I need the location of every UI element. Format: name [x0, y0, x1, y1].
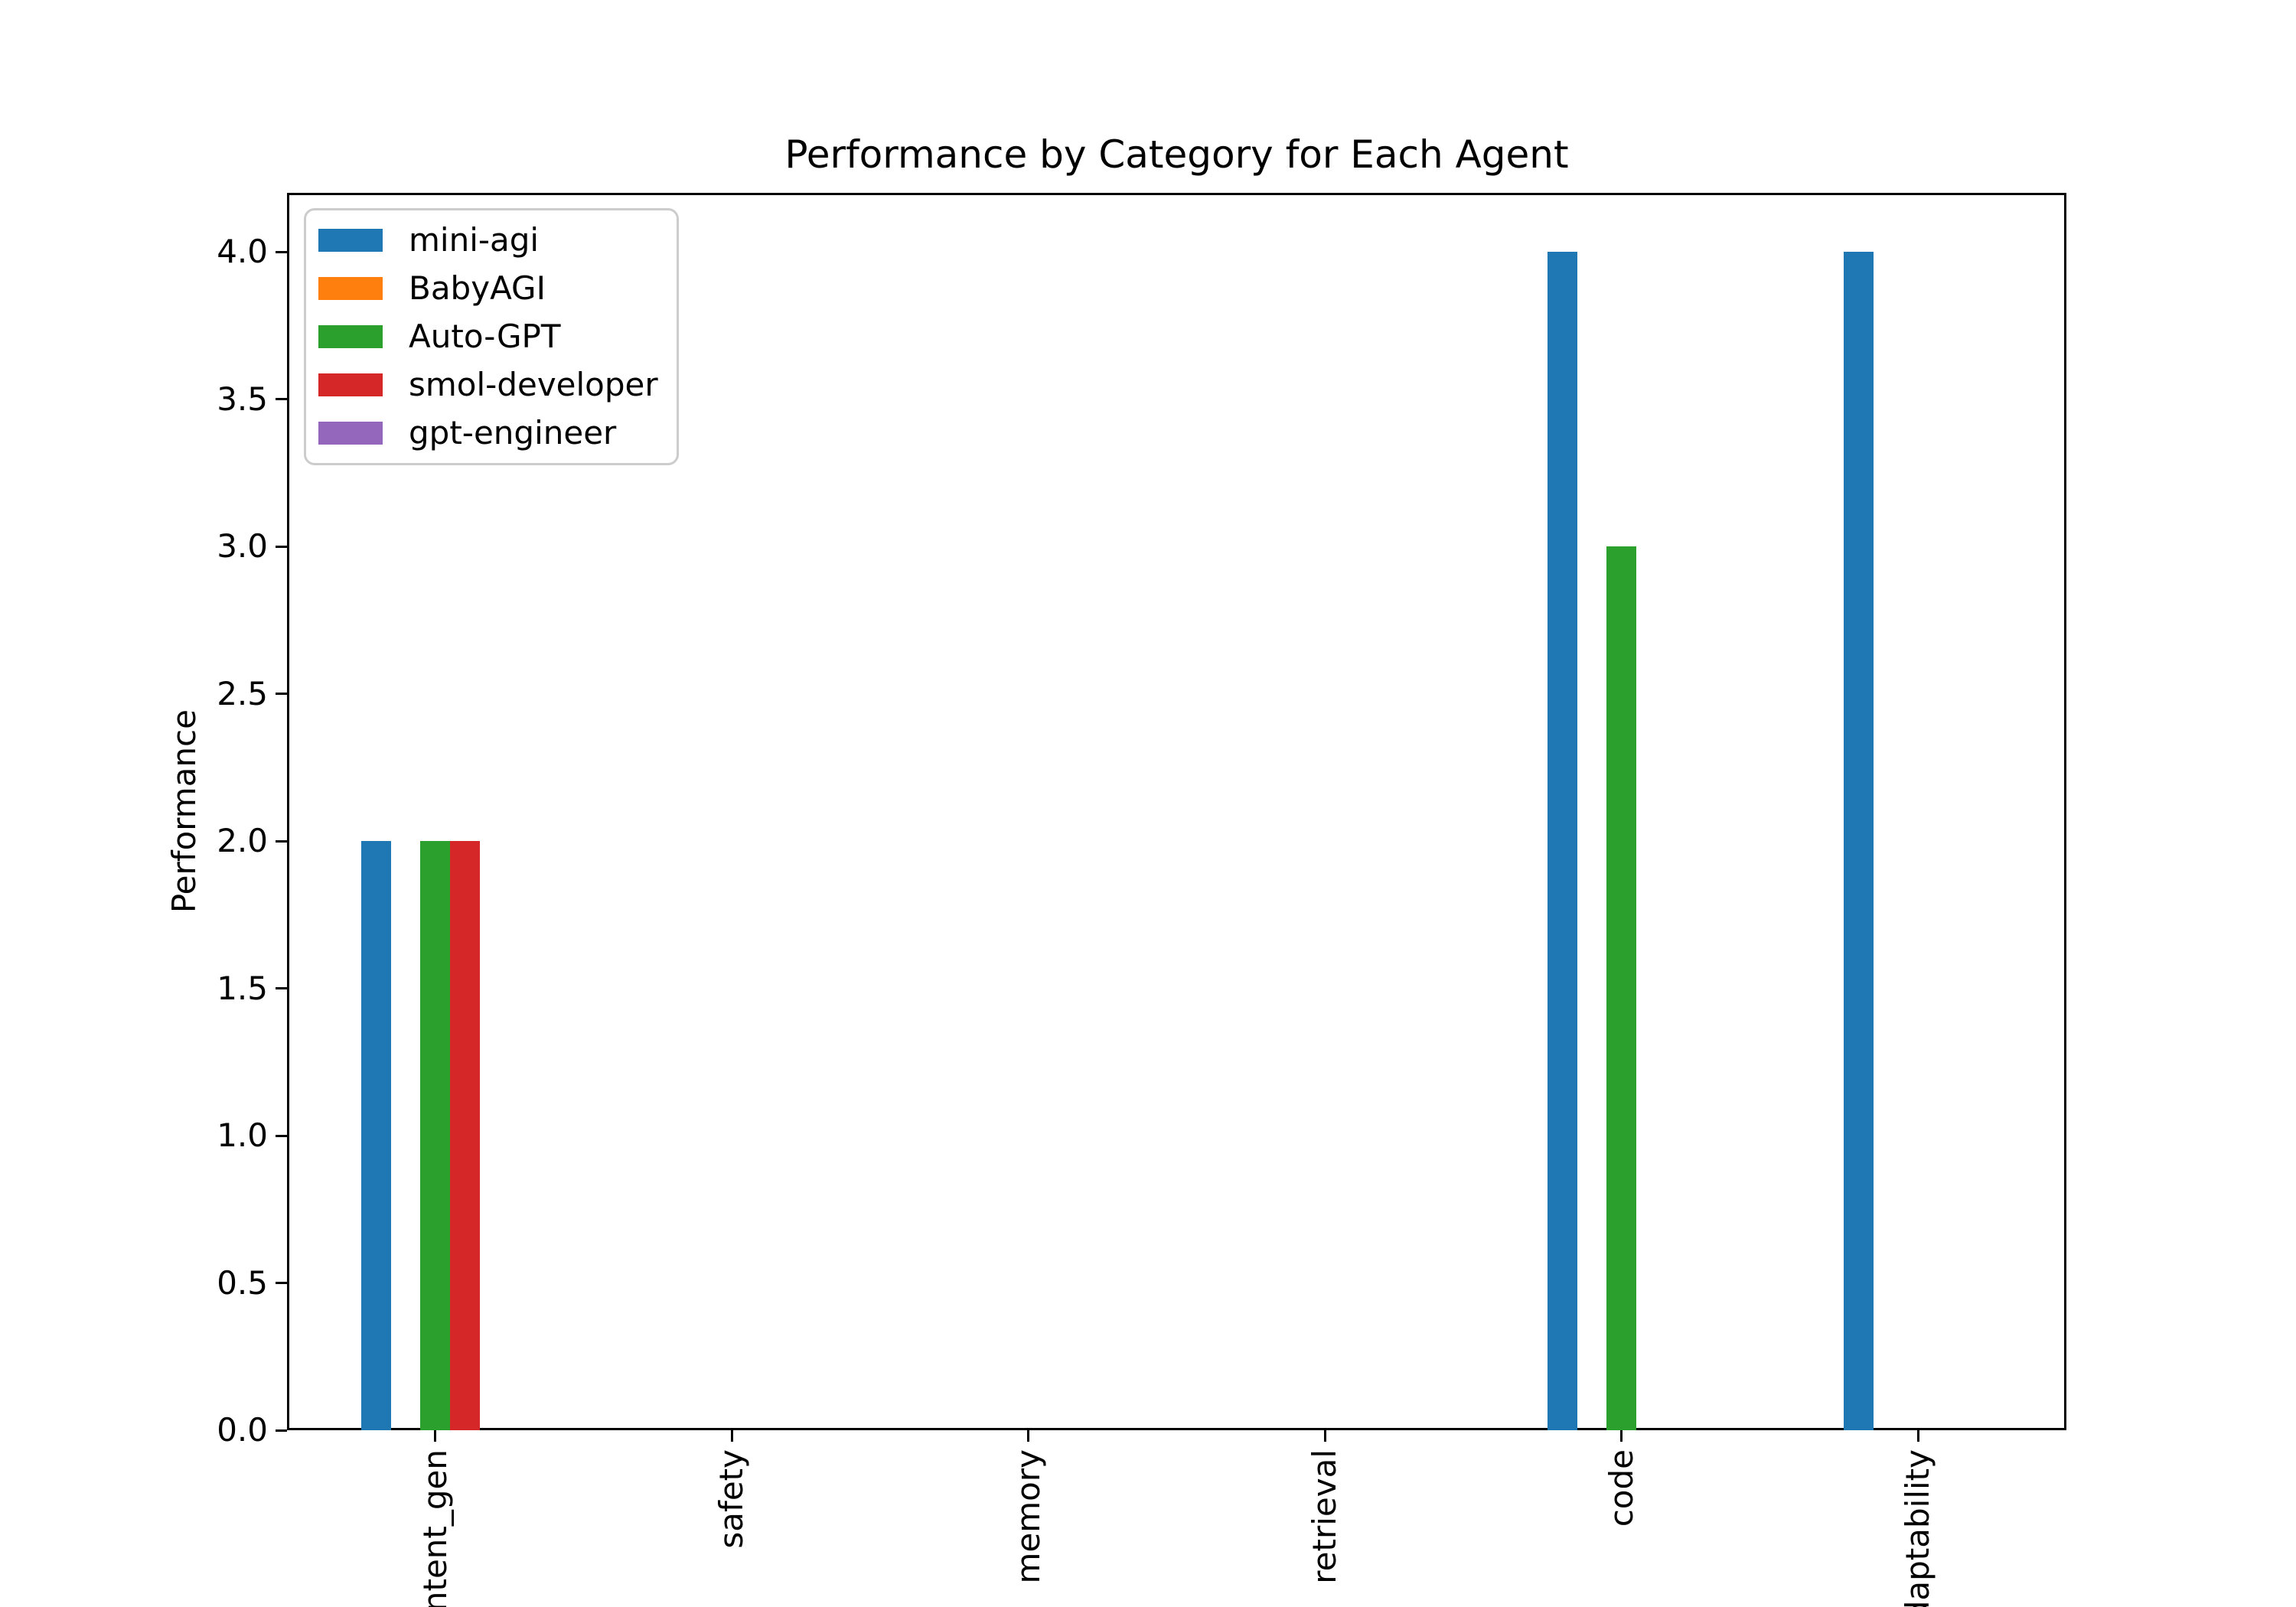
- x-tick-label-container-content_gen: content_gen: [416, 1449, 455, 1607]
- y-axis-label-container: Performance: [165, 193, 204, 1430]
- legend-swatch-smol-developer: [318, 373, 383, 396]
- legend-item-BabyAGI: BabyAGI: [318, 272, 658, 305]
- legend-item-mini-agi: mini-agi: [318, 224, 658, 256]
- x-tick-label-container-code: code: [1602, 1449, 1642, 1607]
- y-tick-2.0: [276, 839, 287, 843]
- x-tick-label-container-retrieval: retrieval: [1305, 1449, 1345, 1607]
- legend-label-mini-agi: mini-agi: [409, 221, 540, 259]
- legend-item-smol-developer: smol-developer: [318, 369, 658, 401]
- x-tick-label-content_gen: content_gen: [416, 1449, 454, 1607]
- x-tick-code: [1620, 1430, 1623, 1442]
- y-tick-label-1.0: 1.0: [217, 1116, 268, 1154]
- y-tick-1.0: [276, 1134, 287, 1137]
- legend-label-gpt-engineer: gpt-engineer: [409, 414, 617, 451]
- x-tick-label-container-memory: memory: [1009, 1449, 1049, 1607]
- x-tick-label-adaptability: adaptability: [1899, 1449, 1937, 1607]
- legend-label-smol-developer: smol-developer: [409, 366, 658, 403]
- x-tick-label-container-safety: safety: [712, 1449, 752, 1607]
- legend-swatch-mini-agi: [318, 229, 383, 252]
- x-tick-label-safety: safety: [713, 1449, 751, 1549]
- x-tick-retrieval: [1323, 1430, 1326, 1442]
- y-tick-1.5: [276, 987, 287, 989]
- legend-label-BabyAGI: BabyAGI: [409, 269, 546, 307]
- legend-swatch-Auto-GPT: [318, 325, 383, 348]
- x-tick-adaptability: [1916, 1430, 1919, 1442]
- y-tick-label-0.0: 0.0: [217, 1411, 268, 1449]
- x-tick-label-container-adaptability: adaptability: [1898, 1449, 1938, 1607]
- y-tick-2.5: [276, 693, 287, 695]
- legend-item-gpt-engineer: gpt-engineer: [318, 417, 658, 449]
- y-tick-label-1.5: 1.5: [217, 969, 268, 1007]
- x-tick-label-memory: memory: [1009, 1449, 1047, 1584]
- x-tick-label-code: code: [1602, 1449, 1640, 1527]
- y-tick-4.0: [276, 250, 287, 253]
- legend: mini-agi BabyAGI Auto-GPT smol-developer gpt…: [304, 208, 679, 465]
- legend-item-Auto-GPT: Auto-GPT: [318, 321, 658, 353]
- x-tick-label-retrieval: retrieval: [1306, 1449, 1344, 1584]
- y-tick-label-0.5: 0.5: [217, 1263, 268, 1302]
- x-tick-safety: [730, 1430, 733, 1442]
- y-tick-0.5: [276, 1282, 287, 1284]
- legend-label-Auto-GPT: Auto-GPT: [409, 318, 561, 355]
- y-tick-3.0: [276, 545, 287, 548]
- y-tick-label-2.0: 2.0: [217, 822, 268, 859]
- legend-swatch-gpt-engineer: [318, 422, 383, 445]
- y-tick-label-3.0: 3.0: [217, 527, 268, 565]
- y-tick-3.5: [276, 398, 287, 400]
- y-axis-label: Performance: [165, 709, 203, 914]
- y-tick-label-2.5: 2.5: [217, 674, 268, 712]
- legend-swatch-BabyAGI: [318, 277, 383, 300]
- x-tick-content_gen: [434, 1430, 437, 1442]
- y-tick-label-4.0: 4.0: [217, 233, 268, 270]
- x-tick-memory: [1027, 1430, 1030, 1442]
- y-tick-label-3.5: 3.5: [217, 380, 268, 418]
- chart-title: Performance by Category for Each Agent: [784, 132, 1569, 177]
- y-tick-0.0: [276, 1429, 287, 1432]
